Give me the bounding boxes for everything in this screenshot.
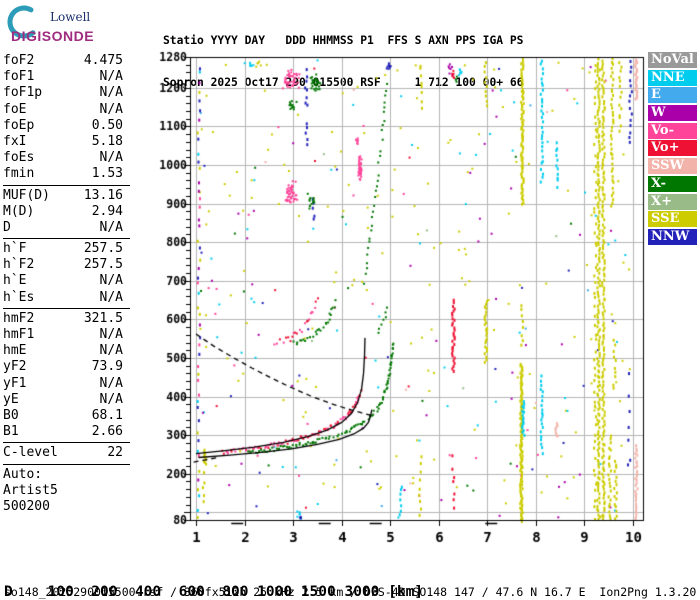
legend-item-x: X+ [648,193,697,210]
legend-item-noval: NoVal [648,52,697,68]
legend-item-ssw: SSW [648,158,697,175]
legend-item-sse: SSE [648,211,697,228]
footer-line: so148_2025290015500.rsf / 360fx512h 25 k… [4,585,697,599]
d-row: D 100 200 400 600 800 1000 1500 3000 [km… [4,584,424,600]
legend-item-nne: NNE [648,69,697,86]
dmuf-table: D 100 200 400 600 800 1000 1500 3000 [km… [4,555,432,600]
legend-item-w: W [648,105,697,122]
legend-item-e: E [648,87,697,104]
legend-item-vo: Vo+ [648,140,697,157]
echo-direction-legend: NoVal NNE E W Vo- Vo+ SSW X- X+ SSE NNW [648,52,697,247]
legend-item-vo: Vo- [648,122,697,139]
legend-item-nnw: NNW [648,228,697,245]
legend-item-x: X- [648,175,697,192]
